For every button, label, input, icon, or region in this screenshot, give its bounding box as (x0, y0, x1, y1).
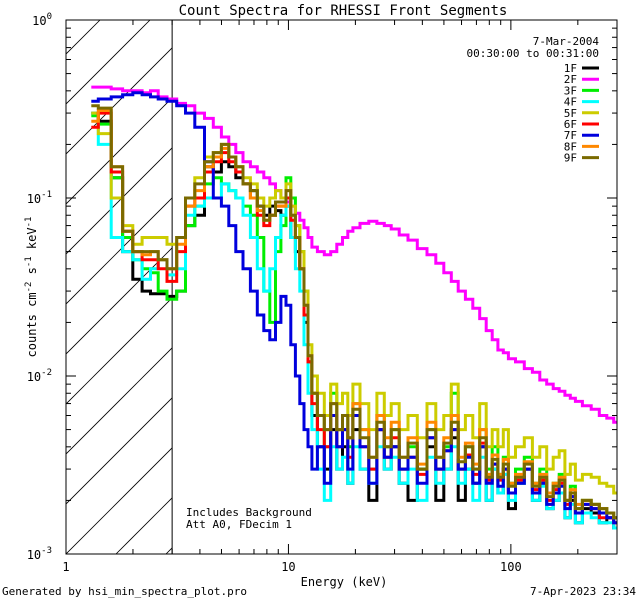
x-tick-label: 1 (62, 560, 69, 574)
legend-label-9F: 9F (564, 152, 577, 165)
legend-label-4F: 4F (564, 96, 577, 109)
hatch-line (66, 47, 173, 155)
chart-title: Count Spectra for RHESSI Front Segments (179, 3, 508, 19)
footer-generated-by: Generated by hsi_min_spectra_plot.pro (2, 585, 247, 598)
series-9F (91, 104, 617, 520)
y-tick-label: 100 (32, 12, 52, 28)
hatch-line (66, 447, 173, 554)
legend-label-7F: 7F (564, 129, 577, 142)
legend-label-8F: 8F (564, 140, 577, 153)
plot-frame (65, 19, 618, 555)
hatch-line (66, 397, 173, 505)
legend-label-6F: 6F (564, 118, 577, 131)
hatch-line (66, 197, 173, 305)
legend-label-3F: 3F (564, 84, 577, 97)
series-8F (91, 109, 617, 520)
date-label: 7-Mar-2004 (533, 35, 600, 48)
hatch-line (66, 297, 173, 405)
hatch-pattern (66, 20, 173, 554)
hatch-line (66, 247, 173, 355)
y-tick-label: 10-2 (27, 368, 52, 384)
series-2F (91, 85, 617, 424)
legend-label-1F: 1F (564, 62, 577, 75)
y-tick-label: 10-1 (27, 190, 52, 206)
y-tick-label: 10-3 (27, 546, 52, 562)
background-note: Includes Background (186, 506, 312, 519)
time-range-label: 00:30:00 to 00:31:00 (467, 47, 599, 60)
footer-timestamp: 7-Apr-2023 23:34 (530, 585, 636, 598)
legend-label-2F: 2F (564, 73, 577, 86)
hatch-line (66, 20, 151, 105)
y-axis-label: counts cm-2 s-1 keV-1 (24, 217, 39, 358)
x-tick-label: 10 (281, 560, 295, 574)
x-tick-label: 100 (500, 560, 522, 574)
legend-label-5F: 5F (564, 107, 577, 120)
x-axis-label: Energy (keV) (301, 575, 388, 589)
excluded-energy-region (66, 20, 173, 554)
hatch-line (66, 147, 173, 255)
attenuator-note: Att A0, FDecim 1 (186, 518, 292, 531)
